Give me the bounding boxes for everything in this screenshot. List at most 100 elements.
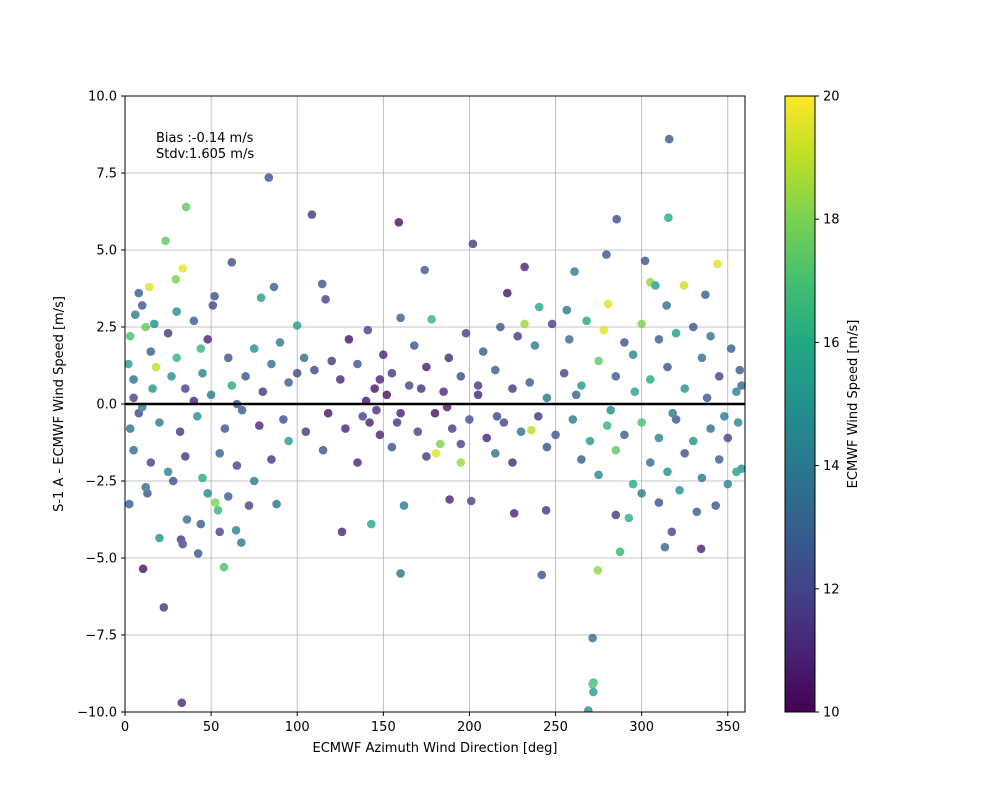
data-point [144,282,154,292]
data-point [353,458,362,467]
data-point [392,418,402,427]
data-point [664,213,673,222]
data-point [624,513,634,523]
data-point [516,427,526,437]
data-point [628,479,638,489]
data-point [732,387,741,397]
data-point [534,412,543,421]
data-point [224,353,233,363]
data-point [189,316,199,326]
data-point [317,279,327,289]
data-point [137,301,147,310]
data-point [559,368,569,378]
colorbar-tick-label: 14 [823,459,840,474]
data-point [611,372,621,381]
data-point [138,564,148,574]
data-point [603,299,613,309]
data-point [148,384,157,393]
data-point [654,335,664,344]
data-point [422,452,431,461]
data-point [220,424,230,433]
data-point [219,562,229,572]
data-point [680,449,689,458]
data-point [534,302,544,312]
data-point [508,384,517,393]
data-point [404,381,414,390]
y-tick-label: −7.5 [85,629,117,644]
data-point [178,264,187,273]
data-point [420,265,430,275]
data-point [499,418,509,427]
data-point [542,393,552,403]
y-tick-label: 7.5 [96,167,117,182]
data-point [387,442,397,452]
data-point [602,421,612,430]
data-point [737,464,745,473]
data-point [445,495,454,504]
data-point [640,256,650,266]
scatter-points [125,134,745,712]
data-point [588,633,597,643]
data-point [585,436,595,446]
data-point [196,519,206,529]
data-point [444,353,454,363]
data-point [714,455,724,464]
data-point [363,325,373,335]
data-point [344,335,354,344]
data-point [141,482,150,492]
data-point [307,210,317,219]
y-axis-ticks: −10.0 −7.5 −5.0 −2.5 0.0 2.5 5.0 7.5 10.0 [77,90,125,721]
data-point [224,492,233,501]
data-point [637,418,646,427]
data-point [134,288,144,298]
data-point [215,449,224,458]
data-point [478,347,488,356]
data-point [660,542,670,552]
data-point [520,319,529,329]
x-axis-ticks: 0 50 100 150 200 250 300 350 [121,712,740,735]
data-point [568,415,578,424]
data-point [430,408,440,418]
data-point [193,549,203,558]
data-point [615,547,625,557]
data-point [689,322,698,332]
data-point [181,202,191,212]
x-tick-label: 200 [457,720,482,735]
data-point [456,372,466,381]
data-point [272,499,281,509]
data-point [482,433,492,443]
data-point [129,393,138,403]
data-point [702,393,712,403]
data-point [696,544,706,554]
data-point [491,449,500,458]
data-point [410,341,419,350]
data-point [379,350,388,360]
data-point [692,507,702,517]
data-point [203,335,212,344]
data-point [206,390,216,400]
data-point [396,408,405,418]
data-point [284,378,293,387]
data-point [267,359,276,369]
data-point [244,501,254,510]
data-point [232,461,242,470]
data-point [496,322,505,332]
data-point [537,570,547,580]
data-point [723,479,733,489]
data-point [668,408,677,418]
y-tick-label: −10.0 [77,706,117,721]
data-point [150,319,159,329]
data-point [675,485,684,495]
data-point [594,470,603,480]
data-point [182,515,192,524]
data-point [301,427,311,437]
data-point [589,687,598,697]
data-point [254,421,264,430]
x-tick-label: 250 [543,720,568,735]
data-point [571,390,581,400]
colorbar-tick-label: 16 [823,336,840,351]
data-point [468,239,478,249]
x-tick-label: 150 [371,720,396,735]
data-point [711,501,720,510]
data-point [637,319,646,329]
